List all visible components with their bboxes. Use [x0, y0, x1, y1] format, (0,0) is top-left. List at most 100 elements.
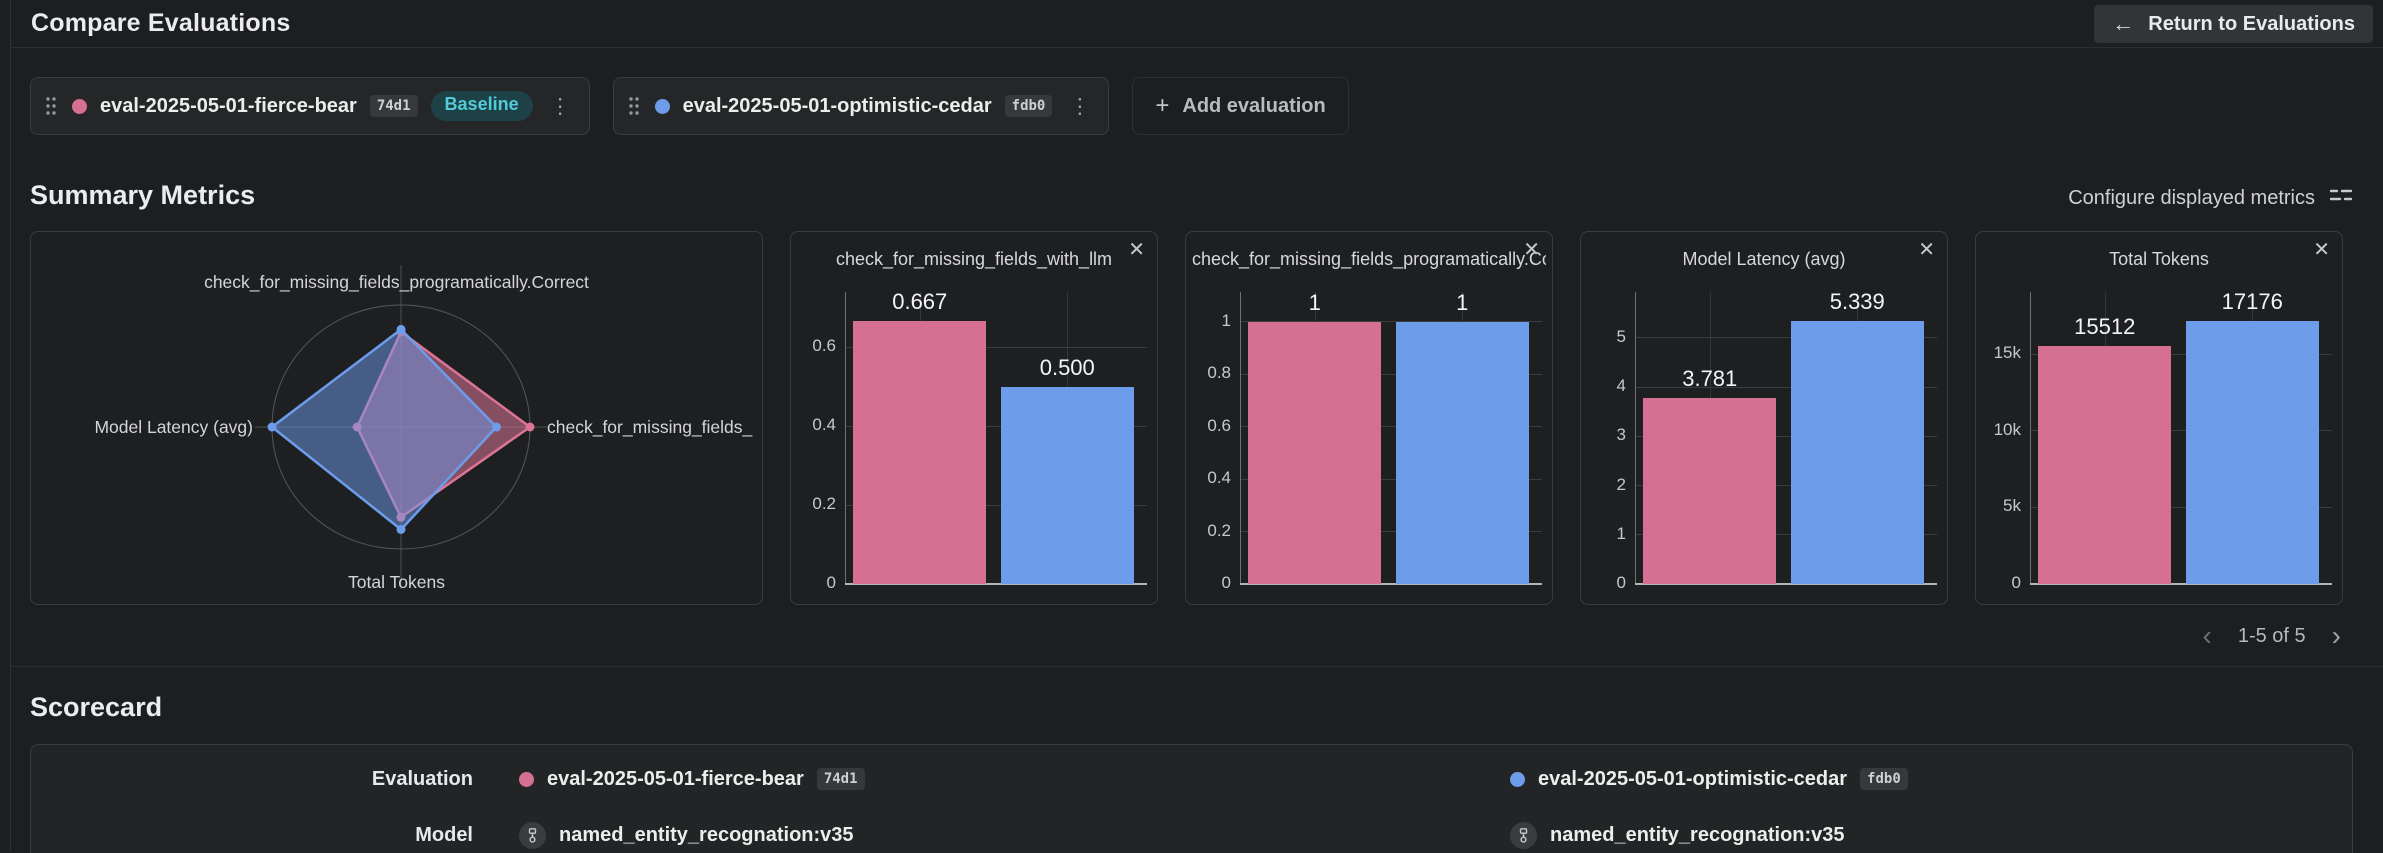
y-tick-label: 0.4	[812, 415, 836, 435]
bar-value-label: 5.339	[1829, 289, 1885, 315]
chart-title: Total Tokens	[2109, 249, 2209, 269]
radar-chart-card: check_for_missing_fields_programatically…	[30, 231, 763, 605]
evaluation-hash-badge: 74d1	[816, 768, 865, 790]
bar-chart-plot: 0 0.2 0.4 0.6 0.667 0.500	[812, 288, 1147, 591]
bar-baseline	[2038, 346, 2172, 584]
bar-baseline	[1643, 397, 1777, 584]
evaluation-chip-compare[interactable]: eval-2025-05-01-optimistic-cedar fdb0 ⋮	[612, 77, 1110, 135]
kebab-menu-icon[interactable]: ⋮	[1065, 92, 1094, 121]
close-icon[interactable]: ✕	[1918, 239, 1935, 261]
y-tick-label: 0	[826, 573, 836, 592]
top-bar: Compare Evaluations ← Return to Evaluati…	[11, 0, 2383, 48]
summary-metrics-title: Summary Metrics	[30, 180, 256, 210]
y-tick-label: 0.6	[1207, 415, 1231, 435]
y-tick-label: 0.8	[1207, 363, 1231, 382]
scorecard-model-cell[interactable]: named_entity_recognation:v35	[519, 821, 1464, 849]
radar-axis-label-left: Model Latency (avg)	[94, 417, 253, 437]
y-tick-label: 2	[1616, 474, 1626, 494]
y-tick-label: 5	[1616, 326, 1626, 346]
y-gridline	[1241, 478, 1542, 480]
left-rail-divider	[10, 0, 11, 851]
summary-metrics-header: Summary Metrics Configure displayed metr…	[30, 176, 2353, 218]
scorecard-row-label: Evaluation	[371, 767, 473, 790]
chevron-left-icon[interactable]: ‹	[2202, 620, 2212, 651]
model-icon	[519, 821, 546, 849]
y-tick-label: 10k	[1993, 419, 2021, 439]
radar-axis-label-right: check_for_missing_fields_	[547, 417, 753, 437]
y-tick-label: 1	[1221, 310, 1231, 330]
y-gridline	[1636, 485, 1937, 487]
y-tick-label: 0.2	[1207, 520, 1231, 540]
y-gridline	[1636, 435, 1937, 437]
close-icon[interactable]: ✕	[2313, 239, 2330, 261]
close-icon[interactable]: ✕	[1128, 239, 1145, 261]
bar-compare	[1000, 386, 1134, 584]
y-tick-label: 0	[1616, 573, 1626, 592]
y-gridline	[1241, 321, 1542, 322]
chart-title: Model Latency (avg)	[1682, 249, 1846, 269]
close-icon[interactable]: ✕	[1523, 239, 1540, 261]
bar-value-label: 15512	[2074, 314, 2136, 340]
model-name: named_entity_recognation:v35	[1550, 823, 1845, 846]
return-button-label: Return to Evaluations	[2148, 12, 2355, 35]
evaluation-chip-baseline[interactable]: eval-2025-05-01-fierce-bear 74d1 Baselin…	[30, 77, 590, 135]
scorecard-row-evaluation: Evaluation eval-2025-05-01-fierce-bear 7…	[31, 751, 2352, 807]
y-gridline	[846, 504, 1147, 506]
configure-metrics-icon	[2329, 186, 2353, 210]
x-axis-line	[1240, 583, 1542, 585]
scorecard-panel: Evaluation eval-2025-05-01-fierce-bear 7…	[30, 744, 2353, 853]
x-axis-line	[845, 583, 1147, 585]
cards-pagination: ‹ 1-5 of 5 ›	[2201, 622, 2343, 650]
y-gridline	[2031, 353, 2332, 355]
y-gridline	[1241, 426, 1542, 427]
bar-compare	[2185, 321, 2319, 584]
bar-baseline	[853, 320, 987, 584]
bar-chart-plot: 0 0.2 0.4 0.6 0.8 1 1 1	[1207, 289, 1542, 591]
pagination-range: 1-5 of 5	[2237, 624, 2306, 647]
y-gridline	[1636, 534, 1937, 536]
drag-handle-icon[interactable]	[626, 96, 642, 116]
section-divider	[11, 666, 2383, 667]
scorecard-model-cell[interactable]: named_entity_recognation:v35	[1510, 821, 2352, 849]
configure-displayed-metrics-button[interactable]: Configure displayed metrics	[2068, 186, 2353, 210]
evaluation-color-dot	[72, 98, 87, 114]
scorecard-evaluation-cell[interactable]: eval-2025-05-01-fierce-bear 74d1	[519, 768, 1464, 791]
arrow-left-icon: ←	[2112, 11, 2135, 36]
bar-compare	[1395, 321, 1529, 584]
evaluation-name: eval-2025-05-01-fierce-bear	[547, 767, 804, 790]
scorecard-evaluation-cell[interactable]: eval-2025-05-01-optimistic-cedar fdb0	[1510, 767, 2352, 791]
evaluation-name: eval-2025-05-01-fierce-bear	[100, 94, 357, 117]
y-gridline	[1636, 386, 1937, 388]
evaluation-name: eval-2025-05-01-optimistic-cedar	[1538, 767, 1848, 790]
y-tick-label: 1	[1616, 523, 1626, 543]
evaluation-chips-row: eval-2025-05-01-fierce-bear 74d1 Baselin…	[30, 77, 1349, 135]
chart-title: check_for_missing_fields_programatically…	[1192, 249, 1546, 269]
y-gridline	[1241, 373, 1542, 375]
plus-icon: +	[1155, 92, 1170, 119]
evaluation-color-dot	[519, 771, 534, 787]
y-gridline	[2031, 430, 2332, 432]
x-axis-line	[1635, 583, 1937, 585]
page-title: Compare Evaluations	[31, 9, 291, 37]
radar-chart	[255, 265, 549, 589]
add-evaluation-button[interactable]: + Add evaluation	[1132, 77, 1349, 135]
bar-chart-plot: 0 5k 10k 15k 15512 17176	[1994, 289, 2332, 591]
bar-value-label: 0.667	[892, 288, 948, 314]
metric-card: Model Latency (avg) ✕ 0 1 2 3 4 5 3.781 5.339	[1580, 231, 1948, 605]
y-tick-label: 0.4	[1207, 468, 1231, 487]
model-name: named_entity_recognation:v35	[559, 823, 854, 846]
y-gridline	[846, 346, 1147, 348]
kebab-menu-icon[interactable]: ⋮	[546, 92, 575, 121]
y-tick-label: 0	[1221, 573, 1231, 592]
bar-value-label: 1	[1456, 289, 1469, 315]
return-to-evaluations-button[interactable]: ← Return to Evaluations	[2094, 5, 2373, 43]
metric-card: check_for_missing_fields_with_llm ✕ 0 0.2 0.…	[790, 231, 1158, 605]
evaluation-color-dot	[1510, 771, 1525, 787]
drag-handle-icon[interactable]	[43, 96, 59, 116]
evaluation-color-dot	[654, 98, 670, 114]
y-gridline	[846, 425, 1147, 427]
y-tick-label: 0	[2011, 573, 2021, 592]
summary-metric-cards: check_for_missing_fields_programatically…	[30, 231, 2343, 605]
chevron-right-icon[interactable]: ›	[2331, 620, 2341, 651]
bar-baseline	[1248, 321, 1382, 584]
